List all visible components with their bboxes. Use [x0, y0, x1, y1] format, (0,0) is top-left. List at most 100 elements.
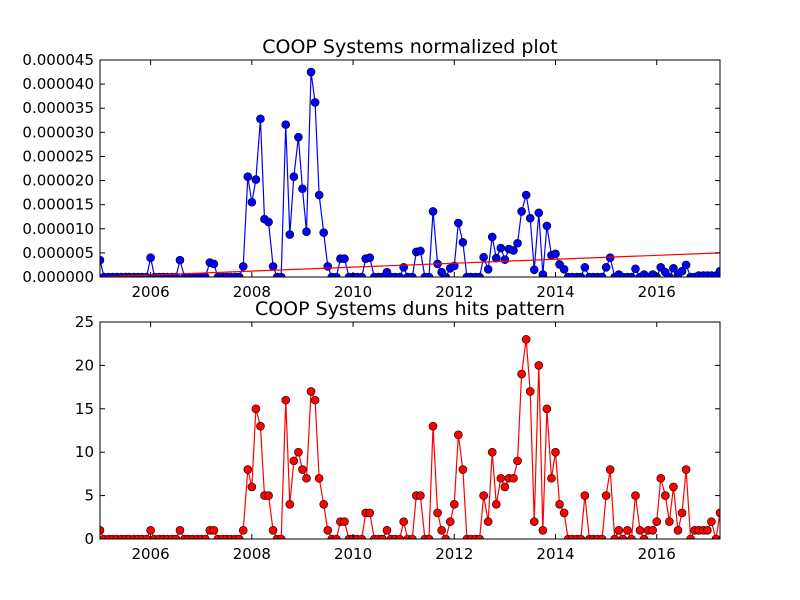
plot-0-point-86	[458, 237, 468, 247]
plot-0-point-100	[517, 207, 526, 216]
plot-1-point-33	[234, 534, 244, 539]
plot-1-point-92	[483, 517, 493, 526]
plot-1-point-62	[357, 534, 366, 539]
plot-1-point-86	[458, 465, 468, 474]
plot-1-point-135	[665, 517, 674, 526]
plot-0-ytick-label-6: 0.000030	[22, 123, 94, 141]
plot-1-point-115	[580, 491, 590, 500]
plot-1-point-52	[314, 473, 324, 483]
plot-0-point-71	[395, 272, 404, 277]
plot-1-ytick-label-2: 10	[75, 443, 94, 461]
plot-1-point-124	[618, 534, 628, 539]
plot-0-point-56	[332, 272, 341, 277]
plot-1-point-74	[407, 534, 417, 539]
plot-0-xtick-label-1: 2008	[233, 283, 271, 301]
plot-0-point-44	[281, 120, 291, 129]
plot-1-point-98	[509, 473, 518, 483]
plot-0-xtick-label-3: 2012	[435, 283, 473, 301]
plot-0-point-46	[289, 172, 299, 181]
plot-1-xtick-label-3: 2012	[435, 545, 473, 563]
plot-1-point-47	[294, 447, 303, 457]
plot-0-point-110	[559, 264, 569, 274]
plot-0-point-36	[247, 197, 257, 207]
plot-1-point-27	[209, 526, 219, 535]
plot-1-xtick-label-1: 2008	[233, 545, 271, 563]
plot-0-point-90	[475, 272, 484, 277]
plot-1-point-131	[648, 526, 657, 535]
plot-0-point-33	[234, 272, 244, 277]
plot-1-xtick-label-2: 2010	[334, 545, 372, 563]
plot-0-point-0	[100, 255, 105, 265]
plot-1-xtick-label-4: 2014	[536, 545, 574, 563]
plot-0-point-62	[357, 272, 366, 277]
plot-1-point-100	[517, 369, 526, 379]
normalized-plot-title: COOP Systems normalized plot	[262, 36, 558, 58]
plot-1-ytick-label-5: 25	[75, 313, 94, 331]
plot-0-point-52	[314, 190, 324, 200]
plot-1-point-94	[491, 499, 501, 509]
plot-1-point-40	[264, 491, 273, 500]
plot-1-point-85	[454, 430, 463, 440]
plot-0-point-79	[428, 207, 438, 216]
plot-1-point-64	[365, 508, 375, 518]
plot-0-point-94	[491, 253, 501, 263]
plot-0-point-85	[454, 218, 463, 228]
plot-1-xtick-label-0: 2006	[132, 545, 170, 563]
plot-1-point-44	[281, 395, 291, 405]
plot-1-point-127	[631, 491, 640, 500]
plot-0-point-64	[365, 253, 375, 263]
plot-1-point-105	[538, 526, 548, 535]
plot-1-point-102	[525, 387, 535, 396]
plot-1-point-0	[100, 526, 105, 535]
plot-1-point-139	[681, 465, 691, 474]
plot-1-point-147	[715, 508, 720, 518]
plot-0-point-41	[268, 262, 278, 271]
plot-0-point-78	[424, 272, 434, 277]
plot-1-point-122	[610, 534, 620, 539]
plot-1-point-51	[310, 395, 320, 405]
plot-1-point-120	[601, 491, 611, 500]
plot-1-point-137	[673, 526, 683, 535]
plot-1-point-36	[247, 482, 257, 492]
plot-0-point-37	[251, 175, 261, 184]
plot-1-ytick-label-4: 20	[75, 356, 94, 374]
plot-1-point-146	[711, 534, 720, 539]
plot-1-point-126	[627, 534, 636, 539]
plot-1-point-45	[285, 499, 295, 509]
duns-hits-plot: COOP Systems duns hits pattern 2006 2008 2…	[75, 298, 721, 563]
plot-1-point-18	[171, 534, 181, 539]
plot-1-point-106	[542, 404, 552, 414]
plot-1-point-11	[142, 534, 151, 539]
plot-0-point-98	[509, 246, 518, 255]
plot-0-point-135	[665, 272, 674, 277]
plot-0-ytick-label-9: 0.000045	[22, 51, 94, 69]
plot-1-point-76	[416, 491, 425, 500]
plot-1-point-110	[559, 508, 569, 518]
plot-1-point-121	[605, 465, 615, 474]
plot-0-point-101	[521, 190, 531, 200]
plot-1-point-101	[521, 335, 531, 344]
plot-1-point-53	[319, 499, 329, 509]
plot-1-point-19	[175, 526, 185, 535]
normalized-plot: COOP Systems normalized plot 2006 2008 201…	[22, 36, 721, 301]
plot-1-point-119	[597, 534, 607, 539]
plot-1-point-84	[449, 499, 459, 509]
plot-1-point-103	[529, 517, 539, 526]
plot-0-point-84	[449, 261, 459, 271]
plot-1-point-136	[669, 482, 678, 492]
plot-0-point-147	[715, 266, 720, 276]
plot-1-point-104	[534, 361, 544, 370]
plot-1-point-43	[276, 534, 286, 539]
plot-0-point-115	[580, 263, 590, 272]
plot-1-point-80	[433, 508, 442, 518]
plot-0-ytick-label-2: 0.000010	[22, 220, 94, 238]
plot-0-point-136	[669, 264, 678, 273]
plot-1-point-93	[487, 447, 497, 457]
plot-0-point-102	[525, 213, 535, 223]
plot-1-series-0-line	[100, 339, 720, 539]
plot-1-data	[100, 335, 720, 539]
plot-1-ytick-label-0: 0	[84, 530, 94, 548]
plot-1-point-49	[302, 473, 311, 483]
plot-1-point-67	[378, 534, 387, 539]
plot-1-point-82	[441, 534, 450, 539]
